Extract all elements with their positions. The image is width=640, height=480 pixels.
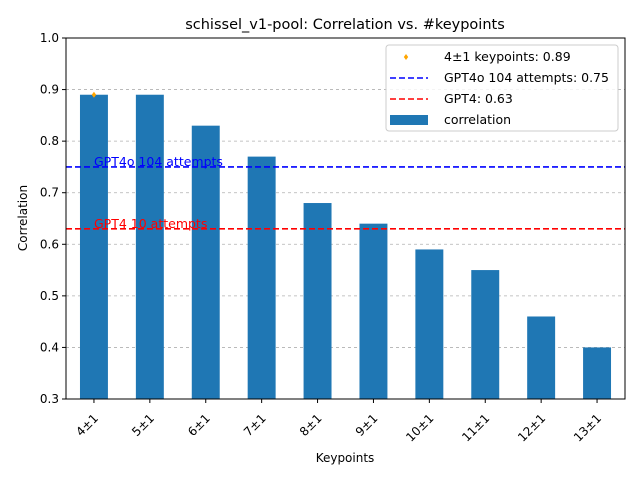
legend-label-highlight: 4±1 keypoints: 0.89	[444, 49, 571, 64]
y-tick-label: 1.0	[40, 31, 59, 45]
legend-swatch-bars	[390, 115, 428, 125]
legend-label-reference: GPT4: 0.63	[444, 91, 513, 106]
bar	[191, 125, 220, 400]
x-tick-label: 8±1	[297, 411, 325, 439]
reference-line-annotation: GPT4o 104 attempts	[94, 154, 223, 169]
y-tick-label: 0.5	[40, 289, 59, 303]
x-tick-label: 11±1	[459, 411, 492, 444]
bar	[583, 347, 612, 399]
x-tick-label: 5±1	[129, 411, 157, 439]
bar	[247, 156, 276, 399]
x-tick-label: 4±1	[73, 411, 101, 439]
legend-box	[385, 44, 619, 132]
bar	[359, 223, 388, 399]
x-tick-label: 6±1	[185, 411, 213, 439]
reference-line-annotation: GPT4 10 attempts	[94, 216, 207, 231]
y-tick-label: 0.6	[40, 237, 59, 251]
x-tick-label: 10±1	[403, 411, 436, 444]
y-axis-label: Correlation	[16, 185, 30, 251]
y-tick-label: 0.9	[40, 83, 59, 97]
legend: 4±1 keypoints: 0.89 GPT4o 104 attempts: 0…	[385, 44, 619, 132]
legend-label-bars: correlation	[444, 112, 511, 127]
x-axis-label: Keypoints	[316, 451, 375, 465]
highlight-point-marker	[91, 91, 97, 98]
plot-frame	[65, 37, 626, 400]
x-tick-label: 9±1	[353, 411, 381, 439]
bars	[79, 94, 612, 400]
x-tick-label: 13±1	[571, 411, 604, 444]
x-axis: 4±1 5±1 6±1 7±1 8±1 9±1 10±1 11±1 12±1 13±1	[73, 399, 604, 444]
bar	[79, 94, 108, 399]
bar	[415, 249, 444, 399]
legend-label-reference: GPT4o 104 attempts: 0.75	[444, 70, 609, 85]
y-axis: 0.3 0.4 0.5 0.6 0.7 0.8 0.9 1.0	[40, 31, 66, 406]
chart-title: schissel_v1-pool: Correlation vs. #keypo…	[185, 17, 505, 33]
y-tick-label: 0.7	[40, 186, 59, 200]
bar	[303, 203, 332, 399]
x-tick-label: 12±1	[515, 411, 548, 444]
y-tick-label: 0.4	[40, 340, 59, 354]
x-tick-label: 7±1	[241, 411, 269, 439]
y-tick-label: 0.3	[40, 392, 59, 406]
reference-lines: GPT4o 104 attempts GPT4 10 attempts	[66, 91, 625, 231]
y-tick-label: 0.8	[40, 134, 59, 148]
legend-marker-highlight	[403, 54, 409, 60]
bar	[135, 94, 164, 399]
bar	[527, 316, 556, 399]
bar	[471, 270, 500, 399]
